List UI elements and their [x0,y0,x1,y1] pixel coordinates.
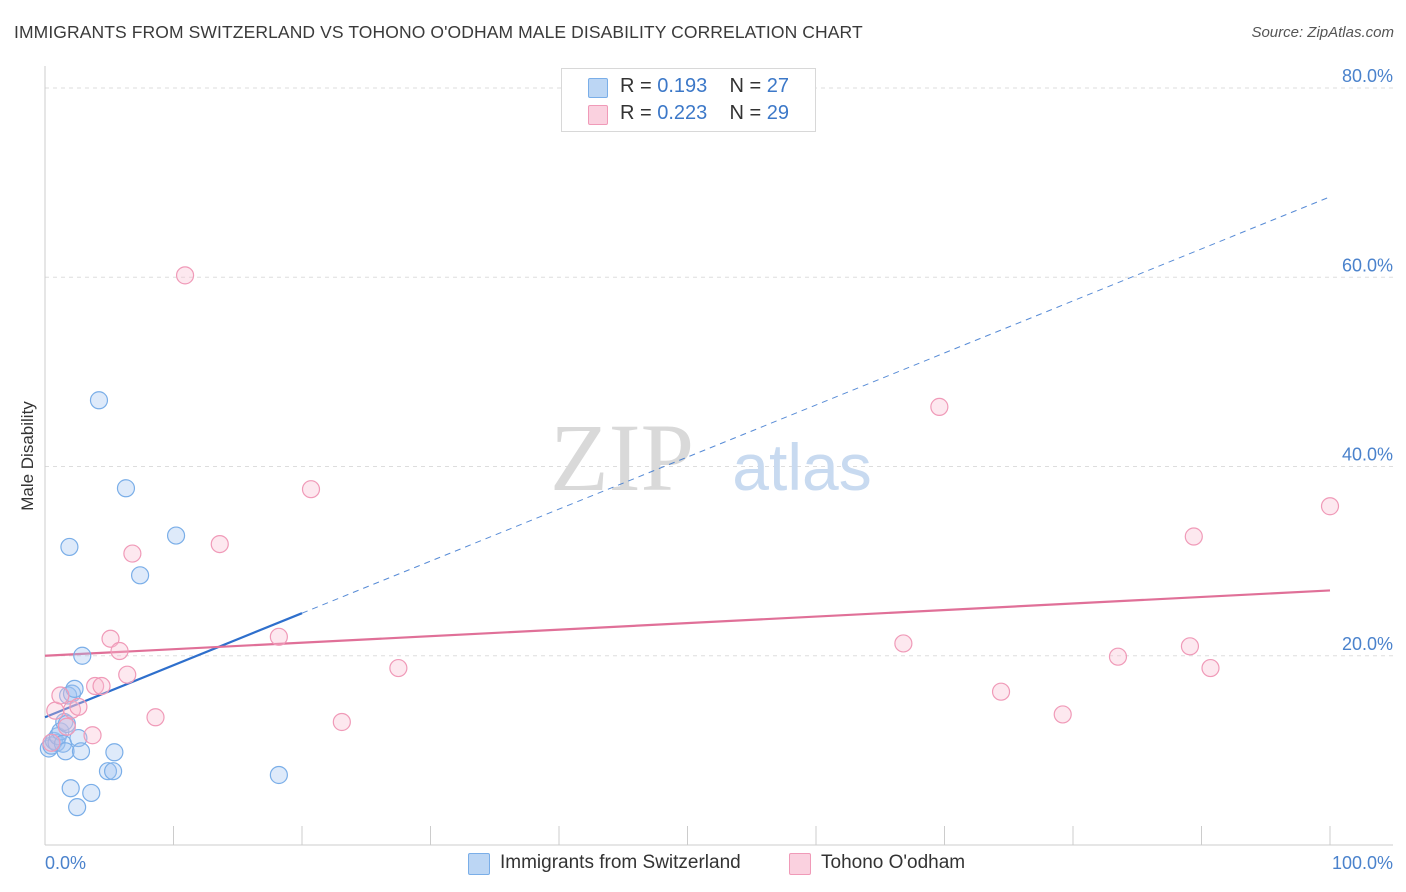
legend-n-value: 29 [766,102,790,124]
point-tohono [110,641,129,661]
point-switzerland [71,742,91,761]
legend-r-value: 0.223 [657,102,708,124]
point-tohono [175,266,195,285]
point-tohono [1320,497,1340,516]
x-tick-label-left: 0.0% [45,853,86,873]
watermark: ZIP atlas [550,404,872,511]
point-tohono [210,534,229,554]
point-switzerland [68,798,87,817]
point-tohono [301,480,321,499]
point-tohono [269,627,288,646]
legend-r-value: 0.193 [657,75,708,97]
point-tohono [86,676,105,696]
point-tohono [1180,637,1200,656]
source-label: Source: ZipAtlas.com [1251,24,1394,41]
point-tohono [1108,647,1128,666]
legend-r-label: R = [620,102,652,124]
point-tohono [930,397,949,416]
point-switzerland [116,479,136,498]
tick-labels: 20.0% 40.0% 60.0% 80.0% 0.0% 100.0% [45,66,1393,873]
y-tick-label: 20.0% [1342,634,1393,654]
legend-swatch-pink [588,105,608,125]
chart-title: IMMIGRANTS FROM SWITZERLAND VS TOHONO O'… [14,22,863,42]
point-switzerland [82,783,101,803]
point-switzerland [56,742,75,761]
legend-swatch-blue [588,78,608,98]
correlation-legend: R = 0.193 N = 27 R = 0.223 N = 29 [561,68,816,132]
point-switzerland [60,537,79,557]
data-points [39,266,1340,817]
point-switzerland [89,391,109,410]
point-tohono [69,697,88,716]
watermark-atlas: atlas [732,430,871,504]
legend-n-value: 27 [766,75,790,97]
x-tick-label-right: 100.0% [1332,853,1393,873]
trend-lines [44,196,1331,719]
point-tohono [146,708,165,727]
point-switzerland [269,765,288,785]
point-tohono [332,712,351,732]
y-tick-label: 80.0% [1342,66,1393,86]
watermark-zip: ZIP [550,404,694,511]
point-tohono [123,544,142,563]
y-tick-label: 60.0% [1342,255,1393,275]
point-tohono [1053,705,1072,724]
axes [44,66,1393,846]
y-axis-label: Male Disability [18,401,37,511]
point-tohono [101,629,120,648]
point-tohono [51,686,70,705]
point-tohono [991,682,1011,701]
point-tohono [389,658,408,678]
legend-n-label: N = [729,102,762,124]
trend-line-switzerland [44,612,303,719]
point-tohono [1201,658,1220,678]
point-tohono [118,665,137,684]
point-switzerland [130,566,150,585]
point-tohono [46,701,65,720]
trend-line-tohono [44,589,1331,657]
point-switzerland [104,762,123,781]
point-switzerland [98,762,118,781]
point-tohono [1184,527,1203,546]
gridlines [45,87,1393,657]
bottom-legend-label: Tohono O'odham [821,852,966,873]
point-switzerland [105,743,124,762]
bottom-legend-swatch-blue [468,853,490,875]
point-tohono [92,676,111,696]
point-tohono [42,733,61,752]
point-switzerland [166,526,186,545]
point-switzerland [73,646,92,665]
bottom-legend-swatch-pink [789,853,811,875]
point-tohono [894,634,913,653]
y-tick-label: 40.0% [1342,445,1393,465]
legend-n-label: N = [729,75,762,97]
legend-r-label: R = [620,75,652,97]
point-switzerland [61,779,80,798]
point-tohono [57,717,76,736]
bottom-legend-label: Immigrants from Switzerland [500,852,741,873]
trend-line-switzerland-extension [301,196,1331,614]
point-switzerland [69,728,88,748]
point-tohono [83,726,102,745]
